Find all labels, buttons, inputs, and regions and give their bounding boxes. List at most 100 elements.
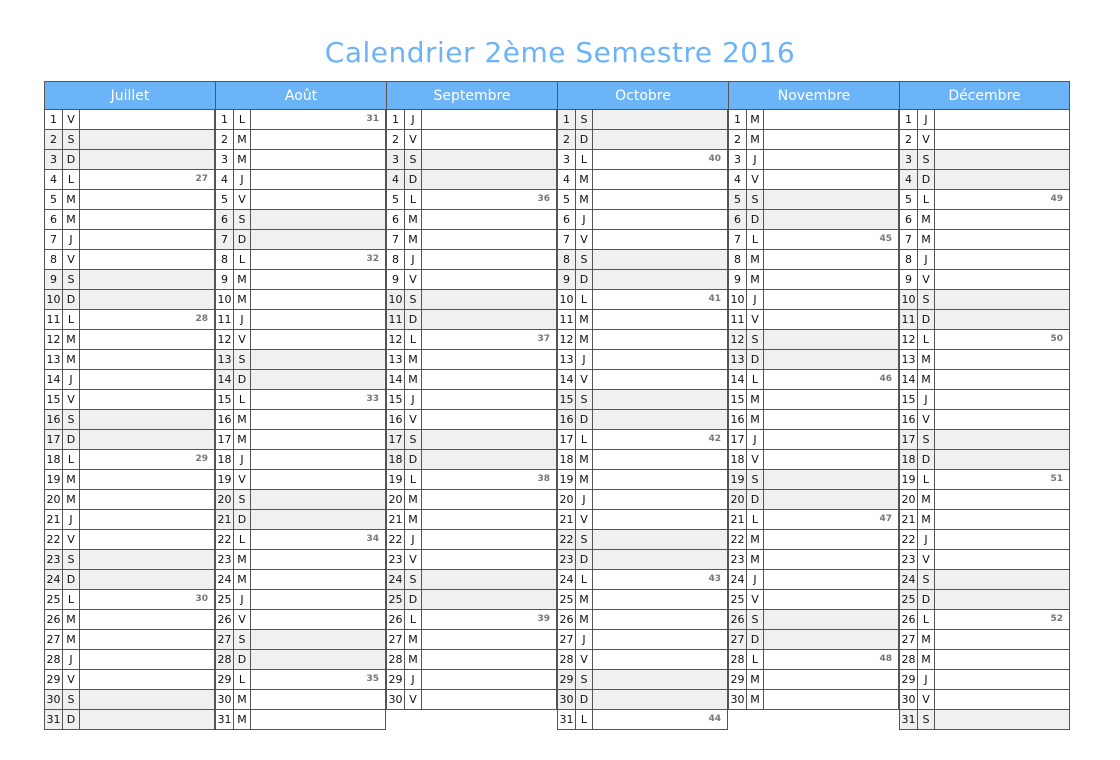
day-row[interactable]: 15 V (44, 390, 214, 410)
day-row[interactable]: 10 S (386, 290, 556, 310)
day-row[interactable]: 22 J (899, 530, 1070, 550)
day-row[interactable]: 16 V (899, 410, 1070, 430)
day-row[interactable]: 11 D (899, 310, 1070, 330)
day-row[interactable]: 18 D (899, 450, 1070, 470)
day-row[interactable]: 30 M (215, 690, 385, 710)
day-row[interactable]: 27 J (557, 630, 727, 650)
day-row[interactable]: 23 D (557, 550, 727, 570)
day-row[interactable]: 29 L 35 (215, 670, 385, 690)
day-row[interactable]: 11 M (557, 310, 727, 330)
day-row[interactable]: 28 M (899, 650, 1070, 670)
day-row[interactable]: 12 L 37 (386, 330, 556, 350)
day-row[interactable]: 19 L 38 (386, 470, 556, 490)
day-row[interactable]: 25 D (899, 590, 1070, 610)
day-row[interactable]: 26 M (557, 610, 727, 630)
day-row[interactable]: 10 D (44, 290, 214, 310)
day-row[interactable]: 18 J (215, 450, 385, 470)
day-row[interactable]: 28 J (44, 650, 214, 670)
day-row[interactable]: 11 V (728, 310, 898, 330)
day-row[interactable]: 12 M (557, 330, 727, 350)
day-row[interactable]: 16 M (728, 410, 898, 430)
day-row[interactable]: 29 V (44, 670, 214, 690)
day-row[interactable]: 22 S (557, 530, 727, 550)
day-row[interactable]: 27 M (386, 630, 556, 650)
day-row[interactable]: 3 L 40 (557, 150, 727, 170)
day-row[interactable]: 17 M (215, 430, 385, 450)
day-row[interactable]: 1 L 31 (215, 110, 385, 130)
day-row[interactable]: 11 D (386, 310, 556, 330)
day-row[interactable]: 12 M (44, 330, 214, 350)
day-row[interactable]: 13 M (899, 350, 1070, 370)
day-row[interactable]: 24 S (899, 570, 1070, 590)
day-row[interactable]: 23 S (44, 550, 214, 570)
day-row[interactable]: 31 L 44 (557, 710, 727, 730)
day-row[interactable]: 15 J (899, 390, 1070, 410)
day-row[interactable]: 19 V (215, 470, 385, 490)
day-row[interactable]: 10 L 41 (557, 290, 727, 310)
day-row[interactable]: 20 M (44, 490, 214, 510)
day-row[interactable]: 23 V (899, 550, 1070, 570)
day-row[interactable]: 22 J (386, 530, 556, 550)
day-row[interactable]: 24 J (728, 570, 898, 590)
day-row[interactable]: 17 L 42 (557, 430, 727, 450)
day-row[interactable]: 13 S (215, 350, 385, 370)
day-row[interactable]: 20 S (215, 490, 385, 510)
day-row[interactable]: 29 M (728, 670, 898, 690)
day-row[interactable]: 28 D (215, 650, 385, 670)
day-row[interactable]: 16 S (44, 410, 214, 430)
day-row[interactable]: 30 V (899, 690, 1070, 710)
day-row[interactable]: 14 M (899, 370, 1070, 390)
day-row[interactable]: 21 J (44, 510, 214, 530)
day-row[interactable]: 25 D (386, 590, 556, 610)
day-row[interactable]: 15 L 33 (215, 390, 385, 410)
day-row[interactable]: 24 L 43 (557, 570, 727, 590)
day-row[interactable]: 20 D (728, 490, 898, 510)
day-row[interactable]: 27 M (899, 630, 1070, 650)
day-row[interactable]: 25 J (215, 590, 385, 610)
day-row[interactable]: 20 M (386, 490, 556, 510)
day-row[interactable]: 27 S (215, 630, 385, 650)
day-row[interactable]: 5 L 36 (386, 190, 556, 210)
day-row[interactable]: 13 J (557, 350, 727, 370)
day-row[interactable]: 15 M (728, 390, 898, 410)
day-row[interactable]: 30 S (44, 690, 214, 710)
day-row[interactable]: 29 S (557, 670, 727, 690)
day-row[interactable]: 12 L 50 (899, 330, 1070, 350)
day-row[interactable]: 5 L 49 (899, 190, 1070, 210)
day-row[interactable]: 23 M (728, 550, 898, 570)
day-row[interactable]: 23 M (215, 550, 385, 570)
day-row[interactable]: 26 V (215, 610, 385, 630)
day-row[interactable]: 27 M (44, 630, 214, 650)
day-row[interactable]: 17 D (44, 430, 214, 450)
day-row[interactable]: 21 M (386, 510, 556, 530)
day-row[interactable]: 11 J (215, 310, 385, 330)
day-row[interactable]: 22 V (44, 530, 214, 550)
day-row[interactable]: 4 L 27 (44, 170, 214, 190)
day-row[interactable]: 31 D (44, 710, 214, 730)
day-row[interactable]: 16 D (557, 410, 727, 430)
